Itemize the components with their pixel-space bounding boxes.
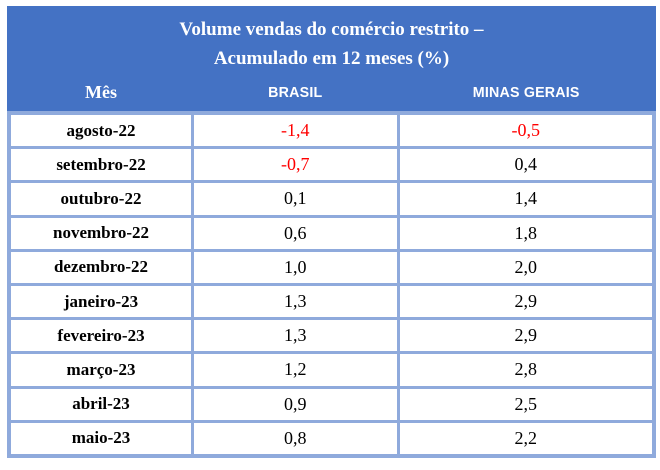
minas-gerais-value-cell: 1,4 <box>399 183 652 215</box>
month-cell: setembro-22 <box>11 149 192 181</box>
table-body: agosto-22 -1,4 -0,5 setembro-22 -0,7 0,4… <box>7 111 656 458</box>
table-row: janeiro-23 1,3 2,9 <box>11 285 652 318</box>
minas-gerais-value-cell: 1,8 <box>399 217 652 249</box>
month-cell: outubro-22 <box>11 183 192 215</box>
brasil-value-cell: 1,3 <box>194 285 397 318</box>
brasil-value-cell: 1,3 <box>194 320 397 352</box>
month-cell: novembro-22 <box>11 217 192 249</box>
month-cell: maio-23 <box>11 422 192 454</box>
month-cell: dezembro-22 <box>11 251 192 283</box>
table-header: Volume vendas do comércio restrito – Acu… <box>7 6 656 111</box>
brasil-value-cell: 0,1 <box>194 183 397 215</box>
month-cell: janeiro-23 <box>11 285 192 318</box>
brasil-value-cell: 1,0 <box>194 251 397 283</box>
brasil-value-cell: 0,8 <box>194 422 397 454</box>
minas-gerais-value-cell: 2,0 <box>399 251 652 283</box>
brasil-value-cell: 0,6 <box>194 217 397 249</box>
table-title: Volume vendas do comércio restrito – Acu… <box>7 6 656 73</box>
month-cell: fevereiro-23 <box>11 320 192 352</box>
brasil-value-cell: 1,2 <box>194 354 397 386</box>
month-cell: março-23 <box>11 354 192 386</box>
minas-gerais-value-cell: 2,5 <box>399 388 652 420</box>
brasil-value-cell: -1,4 <box>194 115 397 147</box>
table-title-line1: Volume vendas do comércio restrito – <box>179 19 484 40</box>
table-row: setembro-22 -0,7 0,4 <box>11 149 652 181</box>
table-row: fevereiro-23 1,3 2,9 <box>11 320 652 352</box>
brasil-value-cell: 0,9 <box>194 388 397 420</box>
column-header-minas-gerais: MINAS GERAIS <box>472 83 580 101</box>
table-row: outubro-22 0,1 1,4 <box>11 183 652 215</box>
brasil-value-cell: -0,7 <box>194 149 397 181</box>
minas-gerais-value-cell: 2,9 <box>399 285 652 318</box>
table-row: março-23 1,2 2,8 <box>11 354 652 386</box>
column-header-brasil: BRASIL <box>268 83 323 101</box>
minas-gerais-value-cell: 2,9 <box>399 320 652 352</box>
sales-volume-table: Volume vendas do comércio restrito – Acu… <box>7 6 656 458</box>
minas-gerais-value-cell: 2,2 <box>399 422 652 454</box>
table-row: abril-23 0,9 2,5 <box>11 388 652 420</box>
minas-gerais-value-cell: -0,5 <box>399 115 652 147</box>
table-row: maio-23 0,8 2,2 <box>11 422 652 454</box>
table-row: dezembro-22 1,0 2,0 <box>11 251 652 283</box>
month-cell: abril-23 <box>11 388 192 420</box>
table-row: agosto-22 -1,4 -0,5 <box>11 115 652 147</box>
month-cell: agosto-22 <box>11 115 192 147</box>
table-row: novembro-22 0,6 1,8 <box>11 217 652 249</box>
table-title-line2: Acumulado em 12 meses (%) <box>213 48 450 69</box>
column-header-row: Mês BRASIL MINAS GERAIS <box>7 73 656 111</box>
column-header-mes: Mês <box>85 81 117 102</box>
minas-gerais-value-cell: 2,8 <box>399 354 652 386</box>
minas-gerais-value-cell: 0,4 <box>399 149 652 181</box>
